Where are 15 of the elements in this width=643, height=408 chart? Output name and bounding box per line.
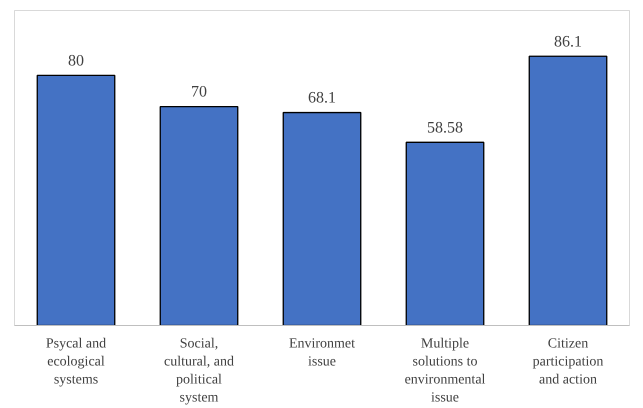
data-label: 68.1: [308, 90, 336, 107]
bar: [406, 142, 484, 326]
data-label: 70: [191, 84, 207, 101]
x-tick-label: Citizen participation and action: [532, 336, 604, 388]
bar: [282, 112, 362, 326]
bar: [160, 106, 238, 326]
data-label: 80: [68, 52, 84, 70]
bar: [36, 74, 116, 326]
data-label: 58.58: [427, 119, 463, 136]
x-tick-label: Environmet issue: [288, 336, 356, 370]
bar: [528, 56, 608, 326]
x-tick-label: Multiple solutions to environmental issue: [404, 336, 486, 406]
x-tick-label: Psycal and ecological systems: [46, 336, 106, 388]
x-tick-label: Social, cultural, and political system: [164, 336, 234, 406]
data-label: 86.1: [554, 33, 582, 50]
